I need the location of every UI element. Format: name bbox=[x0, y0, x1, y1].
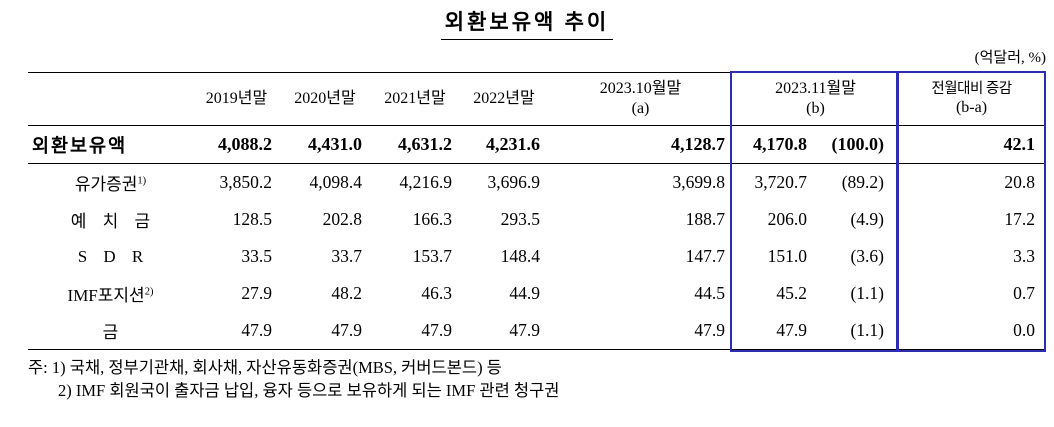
cell-2022: 148.4 bbox=[500, 246, 540, 266]
col-header-2020: 2020년말 bbox=[294, 90, 356, 107]
fx-reserves-table: 2019년말 2020년말 2021년말 2022년말 2023.10월말 (a… bbox=[28, 72, 1046, 350]
cell-oct: 147.7 bbox=[685, 246, 725, 266]
table-row-imf-position: IMF포지션2) 27.9 48.2 46.3 44.9 44.5 45.2 (… bbox=[28, 275, 1045, 312]
cell-oct: 44.5 bbox=[694, 283, 725, 303]
col-header-change: 전월대비 증감 (b-a) bbox=[898, 73, 1045, 126]
cell-nov-share: (1.1) bbox=[850, 320, 885, 340]
cell-oct: 188.7 bbox=[685, 209, 725, 229]
cell-oct: 3,699.8 bbox=[672, 172, 726, 192]
cell-nov: 47.9 bbox=[776, 320, 807, 340]
cell-2022: 293.5 bbox=[500, 209, 540, 229]
row-label: 예 치 금 bbox=[28, 201, 193, 238]
cell-nov-share: (4.9) bbox=[850, 209, 885, 229]
row-label: IMF포지션2) bbox=[28, 275, 193, 312]
row-label-text: IMF포지션 bbox=[67, 286, 145, 305]
cell-change: 17.2 bbox=[1004, 209, 1036, 229]
cell-nov: 151.0 bbox=[767, 246, 807, 266]
title-wrap: 외환보유액 추이 bbox=[0, 6, 1054, 40]
row-label-text: 예 치 금 bbox=[70, 212, 151, 231]
cell-nov-share: (1.1) bbox=[850, 283, 885, 303]
cell-2019: 128.5 bbox=[232, 209, 272, 229]
cell-2022: 4,231.6 bbox=[486, 134, 540, 154]
row-label: 외환보유액 bbox=[28, 126, 193, 164]
cell-2020: 4,098.4 bbox=[309, 172, 363, 192]
cell-2022: 3,696.9 bbox=[487, 172, 541, 192]
cell-change: 0.7 bbox=[1013, 283, 1036, 303]
cell-change: 0.0 bbox=[1013, 320, 1036, 340]
cell-2021: 47.9 bbox=[421, 320, 452, 340]
row-label-text: 외환보유액 bbox=[32, 136, 128, 157]
footnote-2: 2) IMF 회원국이 출자금 납입, 융자 등으로 보유하게 되는 IMF 관… bbox=[58, 381, 560, 400]
col-header-change-line2: (b-a) bbox=[955, 99, 988, 117]
col-header-change-line1: 전월대비 증감 bbox=[931, 80, 1012, 97]
cell-2020: 48.2 bbox=[331, 283, 362, 303]
footnote-1: 주: 1) 국채, 정부기관채, 회사채, 자산유동화증권(MBS, 커버드본드… bbox=[28, 358, 502, 377]
col-header-oct: 2023.10월말 (a) bbox=[548, 73, 733, 126]
table-row-gold: 금 47.9 47.9 47.9 47.9 47.9 47.9 (1.1) 0.… bbox=[28, 312, 1046, 350]
row-label: 금 bbox=[28, 312, 193, 350]
row-label-text: 금 bbox=[102, 323, 119, 342]
cell-2019: 33.5 bbox=[241, 246, 272, 266]
cell-nov: 3,720.7 bbox=[754, 172, 808, 192]
cell-change: 20.8 bbox=[1004, 172, 1036, 192]
cell-2020: 202.8 bbox=[322, 209, 362, 229]
row-label-text: S D R bbox=[77, 246, 144, 266]
cell-2021: 4,216.9 bbox=[399, 172, 453, 192]
cell-2020: 47.9 bbox=[331, 320, 362, 340]
cell-2022: 44.9 bbox=[509, 283, 540, 303]
cell-oct: 4,128.7 bbox=[671, 134, 725, 154]
footnotes: 주: 1) 국채, 정부기관채, 회사채, 자산유동화증권(MBS, 커버드본드… bbox=[28, 356, 559, 402]
cell-oct: 47.9 bbox=[694, 320, 725, 340]
cell-2021: 4,631.2 bbox=[398, 134, 452, 154]
cell-2019: 27.9 bbox=[241, 283, 272, 303]
col-header-2021: 2021년말 bbox=[384, 90, 446, 107]
header-row: 2019년말 2020년말 2021년말 2022년말 2023.10월말 (a… bbox=[28, 72, 1046, 126]
cell-nov: 45.2 bbox=[776, 283, 807, 303]
row-label: S D R bbox=[28, 238, 193, 275]
col-header-nov-line2: (b) bbox=[806, 100, 825, 117]
cell-nov-share: (100.0) bbox=[831, 134, 885, 154]
row-label-text: 유가증권 bbox=[74, 175, 138, 194]
col-header-oct-line2: (a) bbox=[631, 100, 650, 117]
cell-change: 42.1 bbox=[1003, 134, 1036, 154]
col-header-blank bbox=[28, 73, 193, 126]
unit-note: (억달러, %) bbox=[974, 50, 1046, 66]
row-label: 유가증권1) bbox=[28, 164, 193, 202]
page-title: 외환보유액 추이 bbox=[440, 6, 614, 40]
cell-change: 3.3 bbox=[1013, 246, 1036, 266]
col-header-2019: 2019년말 bbox=[205, 90, 268, 107]
cell-2022: 47.9 bbox=[509, 320, 540, 340]
table-row-sdr: S D R 33.5 33.7 153.7 148.4 147.7 151.0 … bbox=[28, 238, 1045, 275]
cell-nov-share: (3.6) bbox=[850, 246, 885, 266]
col-header-oct-line1: 2023.10월말 bbox=[599, 80, 682, 97]
cell-2021: 153.7 bbox=[412, 246, 452, 266]
table-row-deposits: 예 치 금 128.5 202.8 166.3 293.5 188.7 206.… bbox=[28, 201, 1045, 238]
cell-2019: 4,088.2 bbox=[218, 134, 272, 154]
footnote-ref: 1) bbox=[137, 175, 147, 187]
cell-2021: 46.3 bbox=[421, 283, 452, 303]
col-header-nov-line1: 2023.11월말 bbox=[775, 80, 856, 97]
cell-2019: 3,850.2 bbox=[219, 172, 273, 192]
cell-nov: 206.0 bbox=[767, 209, 807, 229]
cell-nov-share: (89.2) bbox=[841, 172, 885, 192]
table-row-securities: 유가증권1) 3,850.2 4,098.4 4,216.9 3,696.9 3… bbox=[28, 164, 1045, 202]
table-row-total: 외환보유액 4,088.2 4,431.0 4,631.2 4,231.6 4,… bbox=[28, 126, 1046, 164]
cell-2020: 4,431.0 bbox=[308, 134, 362, 154]
footnote-ref: 2) bbox=[144, 286, 154, 298]
cell-nov: 4,170.8 bbox=[753, 134, 807, 154]
col-header-2022: 2022년말 bbox=[473, 90, 535, 107]
col-header-nov: 2023.11월말 (b) bbox=[733, 73, 898, 126]
cell-2020: 33.7 bbox=[331, 246, 362, 266]
cell-2021: 166.3 bbox=[412, 209, 452, 229]
cell-2019: 47.9 bbox=[241, 320, 272, 340]
